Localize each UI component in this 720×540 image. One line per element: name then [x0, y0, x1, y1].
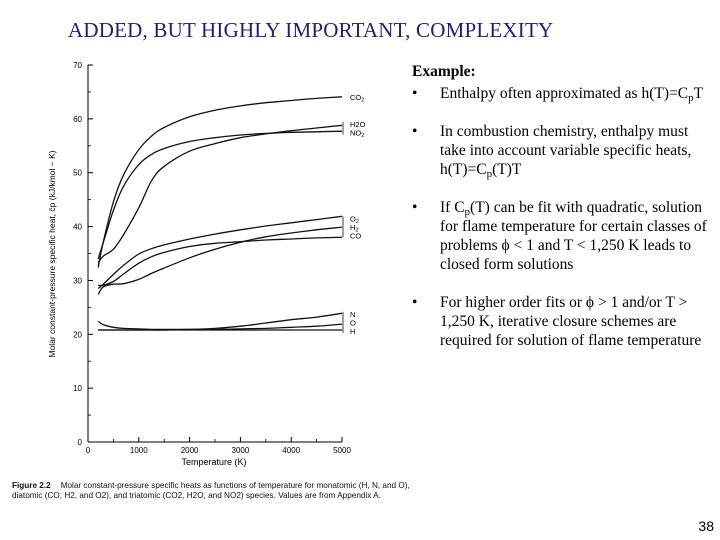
bullet-dot: • [412, 85, 418, 102]
y-tick-label: 20 [73, 330, 82, 339]
series-line-h2o [97, 124, 343, 264]
series-line-o2 [97, 215, 343, 289]
y-tick-label: 40 [73, 223, 82, 232]
y-tick-label: 60 [73, 115, 82, 124]
bullet-text: Enthalpy often approximated as h(T)=CpT [440, 85, 704, 104]
y-tick-label: 70 [73, 61, 82, 70]
figure-caption-text: Molar constant-pressure specific heats a… [12, 481, 410, 500]
series-label-co: CO [350, 231, 361, 240]
y-tick-label: 30 [73, 276, 82, 285]
series-label-h2o: H2O [350, 120, 366, 129]
bullet-item: • If Cp(T) can be fit with quadratic, so… [412, 198, 712, 274]
bullet-text: If Cp(T) can be fit with quadratic, solu… [440, 199, 707, 273]
x-tick-label: 0 [86, 446, 91, 455]
series-label-co2: CO2 [350, 93, 364, 104]
figure-caption-label: Figure 2.2 [12, 481, 51, 490]
example-panel: Example: • Enthalpy often approximated a… [412, 62, 712, 350]
y-tick-label: 0 [78, 438, 83, 447]
bullet-dot: • [412, 199, 418, 216]
bullet-dot: • [412, 123, 418, 140]
series-label-o2: O2 [350, 214, 359, 225]
y-tick-label: 10 [73, 384, 82, 393]
bullet-text: In combustion chemistry, enthalpy must t… [440, 123, 692, 180]
series-label-n: N [350, 310, 355, 319]
series-label-h2: H2 [350, 223, 358, 234]
series-line-no2 [97, 130, 343, 260]
x-tick-label: 2000 [181, 446, 199, 455]
page-number: 38 [698, 518, 714, 534]
specific-heat-chart: 0 10 20 30 40 50 60 70 0 1000 2000 3000 4000 5000 CO2… [47, 61, 366, 467]
bullet-item: • Enthalpy often approximated as h(T)=Cp… [412, 84, 712, 104]
bullet-item: • In combustion chemistry, enthalpy must… [412, 122, 712, 180]
series-label-h: H [350, 327, 355, 336]
x-tick-label: 1000 [130, 446, 148, 455]
series-line-h2 [97, 226, 343, 295]
figure-caption: Figure 2.2 Molar constant-pressure specif… [12, 481, 412, 501]
x-tick-label: 3000 [232, 446, 250, 455]
slide-title: ADDED, BUT HIGHLY IMPORTANT, COMPLEXITY [68, 18, 554, 42]
x-tick-label: 5000 [333, 446, 351, 455]
series-label-o: O [350, 318, 356, 327]
series-line-co [98, 236, 343, 287]
series-line-n [98, 312, 343, 331]
series-line-co2 [97, 96, 343, 268]
y-axis-label: Molar constant-pressure specific heat, c… [47, 150, 57, 357]
chart-axes: 0 10 20 30 40 50 60 70 0 1000 2000 3000 4000 5000 [73, 61, 351, 455]
chart-series [97, 96, 343, 331]
bullet-text: For higher order fits or ϕ > 1 and/or T … [440, 294, 702, 349]
x-tick-label: 4000 [282, 446, 300, 455]
x-axis-label: Temperature (K) [181, 457, 246, 467]
series-label-no2: NO2 [350, 129, 364, 140]
example-heading: Example: [412, 63, 476, 80]
bullet-item: • For higher order fits or ϕ > 1 and/or … [412, 293, 712, 350]
bullet-dot: • [412, 294, 418, 311]
y-tick-label: 50 [73, 169, 82, 178]
